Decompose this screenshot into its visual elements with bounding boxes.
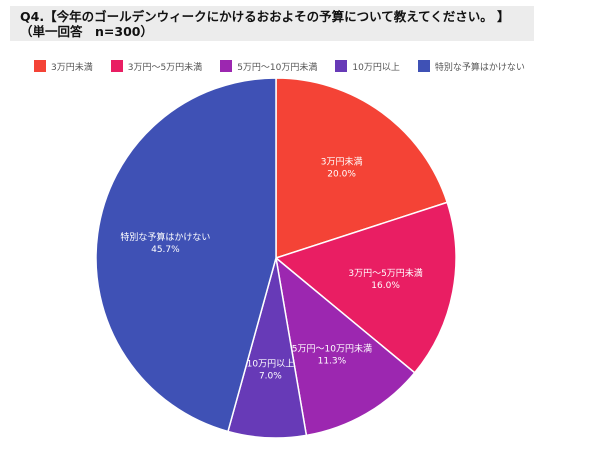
legend-swatch	[335, 60, 348, 72]
slice-label: 5万円～10万円未満	[292, 343, 372, 355]
slice-label: 10万円以上	[247, 359, 294, 370]
legend-swatch	[34, 60, 46, 72]
slice-value-label: 20.0%	[327, 170, 356, 180]
pie-slices	[95, 77, 457, 439]
slice-value-label: 7.0%	[259, 372, 282, 382]
chart-title: Q4.【今年のゴールデンウィークにかけるおおよその予算について教えてください。 …	[10, 6, 534, 41]
legend-swatch	[220, 60, 233, 72]
chart-title-line-1: Q4.【今年のゴールデンウィークにかけるおおよその予算について教えてください。 …	[20, 9, 510, 24]
legend-label: 3万円～5万円未満	[127, 62, 203, 73]
legend-label: 3万円未満	[51, 62, 93, 73]
pie-labels: 3万円未満 20.0% 3万円～5万円未満 16.0% 5万円～10万円未満 11.3% 1…	[120, 156, 422, 382]
slice-label: 3万円未満	[321, 156, 363, 168]
legend-swatch	[417, 60, 430, 72]
legend-label: 10万円以上	[352, 62, 400, 73]
legend-swatch	[110, 60, 123, 72]
pie-slice	[274, 201, 457, 374]
slice-value-label: 11.3%	[318, 357, 347, 367]
slice-label: 3万円～5万円未満	[348, 267, 422, 279]
slice-value-label: 45.7%	[151, 245, 180, 255]
legend-item: 10万円以上	[335, 60, 400, 73]
legend-item: 3万円未満	[34, 60, 93, 73]
legend-item: 3万円～5万円未満	[110, 60, 203, 73]
legend-label: 特別な予算はかけない	[434, 62, 525, 73]
legend-item: 特別な予算はかけない	[417, 60, 525, 73]
legend-label: 5万円～10万円未満	[237, 62, 318, 73]
slice-label: 特別な予算はかけない	[120, 231, 210, 243]
slice-value-label: 16.0%	[371, 281, 400, 291]
legend-item: 5万円～10万円未満	[220, 60, 317, 73]
chart-legend: 3万円未満 3万円～5万円未満 5万円～10万円未満 10万円以上 特別な予算はかけない	[34, 58, 543, 74]
pie-slice	[274, 256, 416, 437]
pie-slice	[95, 77, 277, 433]
pie-slice	[275, 77, 449, 260]
chart-title-line-2: （単一回答 n=300）	[20, 24, 153, 39]
